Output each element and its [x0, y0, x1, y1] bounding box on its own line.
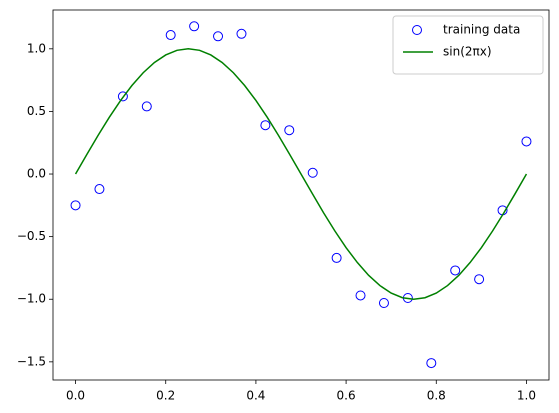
line — [74, 48, 528, 300]
y-tick-label: −0.5 — [17, 229, 46, 243]
point — [70, 200, 81, 211]
legend-marker — [412, 25, 422, 35]
point — [165, 30, 176, 41]
point — [94, 184, 105, 195]
y-tick-label: −1.0 — [17, 292, 46, 306]
legend-box — [392, 15, 544, 75]
y-tick-label: 1.0 — [27, 41, 46, 55]
point — [117, 91, 128, 102]
point — [213, 31, 224, 42]
point — [521, 136, 532, 147]
x-tick-label: 0.6 — [337, 389, 356, 403]
plot-frame — [52, 9, 550, 381]
point — [284, 125, 295, 136]
y-tick-label: 0.0 — [27, 167, 46, 181]
point — [355, 290, 366, 301]
x-tick-label: 0.4 — [246, 389, 265, 403]
point — [307, 167, 318, 178]
x-tick-label: 0.2 — [156, 389, 175, 403]
x-tick-label: 1.0 — [517, 389, 536, 403]
point — [450, 265, 461, 276]
point — [426, 358, 437, 369]
legend-label: training data — [443, 23, 520, 37]
y-tick-label: −1.5 — [17, 354, 46, 368]
point — [474, 274, 485, 285]
point — [260, 120, 271, 131]
point — [189, 21, 200, 32]
point — [236, 28, 247, 39]
point — [378, 297, 389, 308]
y-tick-label: 0.5 — [27, 104, 46, 118]
x-tick-label: 0.0 — [66, 389, 85, 403]
x-tick-label: 0.8 — [427, 389, 446, 403]
point — [331, 252, 342, 263]
legend-label: sin(2πx) — [443, 45, 492, 59]
point — [141, 101, 152, 112]
